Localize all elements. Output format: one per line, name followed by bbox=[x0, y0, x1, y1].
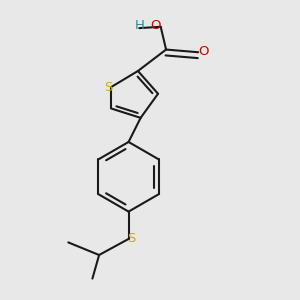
Text: H: H bbox=[134, 19, 144, 32]
Text: O: O bbox=[198, 45, 208, 58]
Text: S: S bbox=[128, 232, 136, 245]
Text: O: O bbox=[151, 19, 161, 32]
Text: S: S bbox=[104, 81, 113, 94]
